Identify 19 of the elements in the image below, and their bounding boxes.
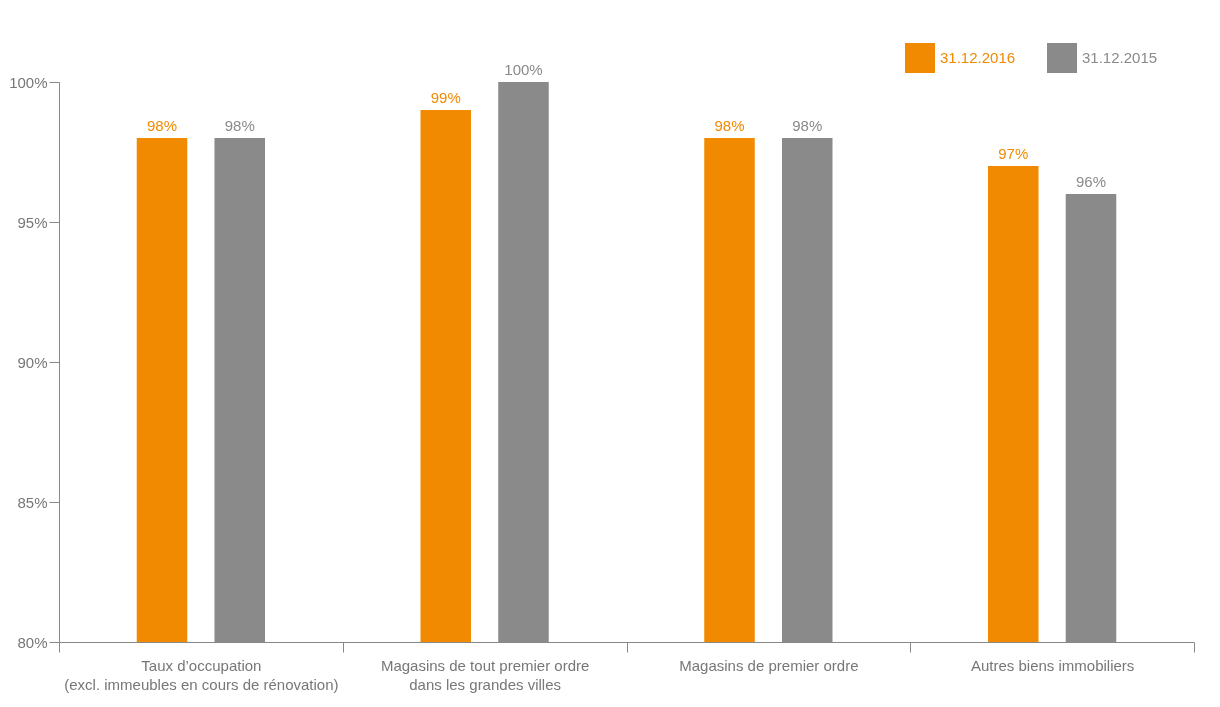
data-label: 100% xyxy=(504,61,543,78)
y-tick-label: 95% xyxy=(17,213,48,231)
data-label: 98% xyxy=(224,117,255,134)
data-label: 98% xyxy=(792,117,823,134)
legend-label: 31.12.2015 xyxy=(1082,49,1158,66)
x-tick-label: Magasins de premier ordre xyxy=(679,656,859,674)
data-label: 99% xyxy=(430,89,461,106)
y-tick-label: 80% xyxy=(17,633,48,651)
y-tick-label: 100% xyxy=(9,73,48,91)
y-tick-label: 85% xyxy=(17,493,48,511)
x-tick-label: Magasins de tout premier ordre dans les grandes villes xyxy=(380,656,590,693)
x-tick-label: Taux d’occupation (excl. immeubles en cours de rénovation) xyxy=(64,656,339,693)
data-label: 98% xyxy=(146,117,178,134)
data-label: 98% xyxy=(714,117,745,134)
x-tick-label: Autres biens immobiliers xyxy=(970,656,1135,674)
y-tick-label: 90% xyxy=(17,353,48,371)
data-label: 96% xyxy=(1075,173,1107,190)
data-label: 97% xyxy=(998,145,1029,162)
legend-label: 31.12.2016 xyxy=(940,49,1016,66)
